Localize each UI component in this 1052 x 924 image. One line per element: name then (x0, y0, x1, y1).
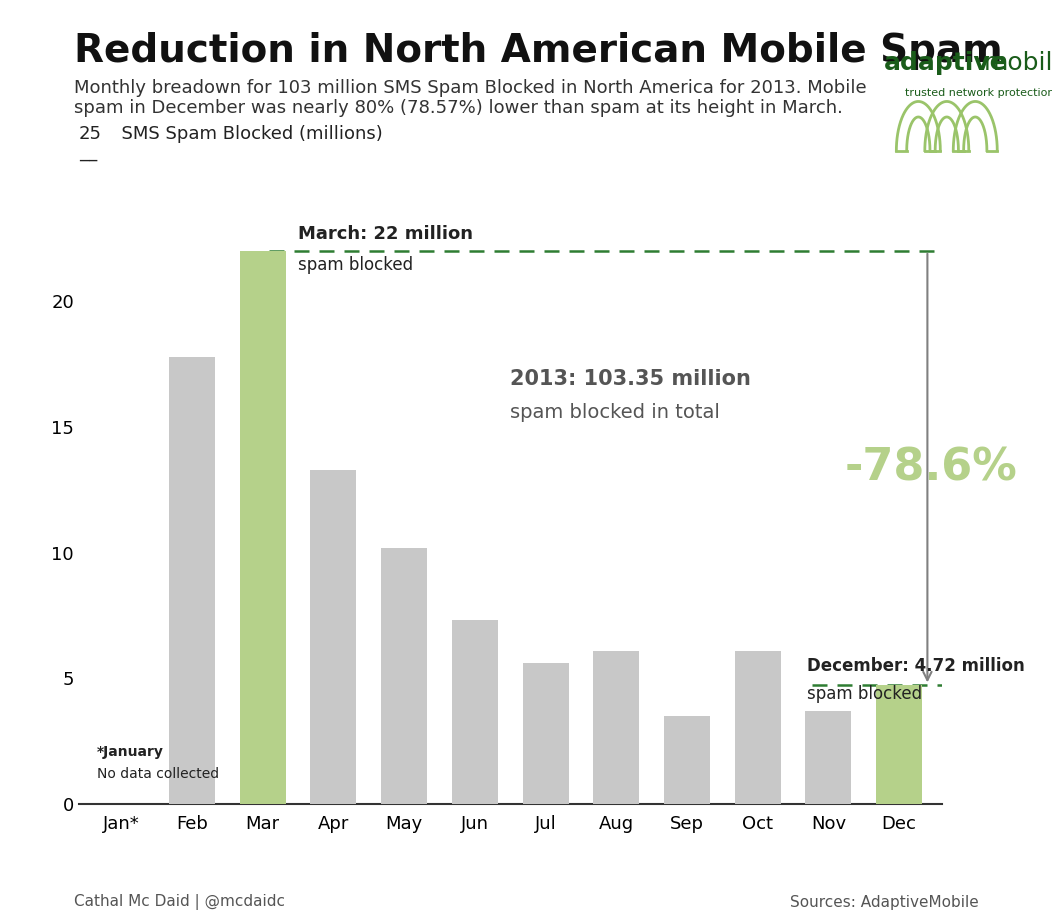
Text: Reduction in North American Mobile Spam: Reduction in North American Mobile Spam (74, 32, 1003, 70)
Bar (381, 548, 427, 804)
Bar (452, 620, 498, 804)
Bar (806, 711, 851, 804)
Text: spam blocked in total: spam blocked in total (510, 403, 721, 422)
Text: -78.6%: -78.6% (845, 446, 1017, 490)
Text: adaptive: adaptive (884, 51, 1008, 75)
Text: __: __ (79, 143, 97, 161)
Bar (169, 357, 215, 804)
Bar (240, 251, 286, 804)
Text: SMS Spam Blocked (millions): SMS Spam Blocked (millions) (110, 126, 383, 143)
Text: Monthly breadown for 103 million SMS Spam Blocked in North America for 2013. Mob: Monthly breadown for 103 million SMS Spa… (74, 79, 866, 117)
Bar (310, 469, 357, 804)
Text: December: 4.72 million: December: 4.72 million (807, 657, 1025, 675)
Text: Cathal Mc Daid | @mcdaidc: Cathal Mc Daid | @mcdaidc (74, 894, 285, 910)
Text: No data collected: No data collected (97, 767, 219, 782)
Text: trusted network protection: trusted network protection (905, 88, 1052, 98)
Bar (593, 650, 640, 804)
Text: mobile: mobile (984, 51, 1052, 75)
Text: 2013: 103.35 million: 2013: 103.35 million (510, 370, 751, 389)
Text: spam blocked: spam blocked (807, 685, 923, 703)
Bar (664, 716, 710, 804)
Text: *January: *January (97, 745, 163, 759)
Text: spam blocked: spam blocked (298, 256, 413, 274)
Text: Sources: AdaptiveMobile: Sources: AdaptiveMobile (790, 895, 978, 910)
Text: 25: 25 (79, 126, 102, 143)
Bar (734, 650, 781, 804)
Bar (876, 686, 923, 804)
Text: March: 22 million: March: 22 million (298, 225, 473, 243)
Bar (523, 663, 568, 804)
